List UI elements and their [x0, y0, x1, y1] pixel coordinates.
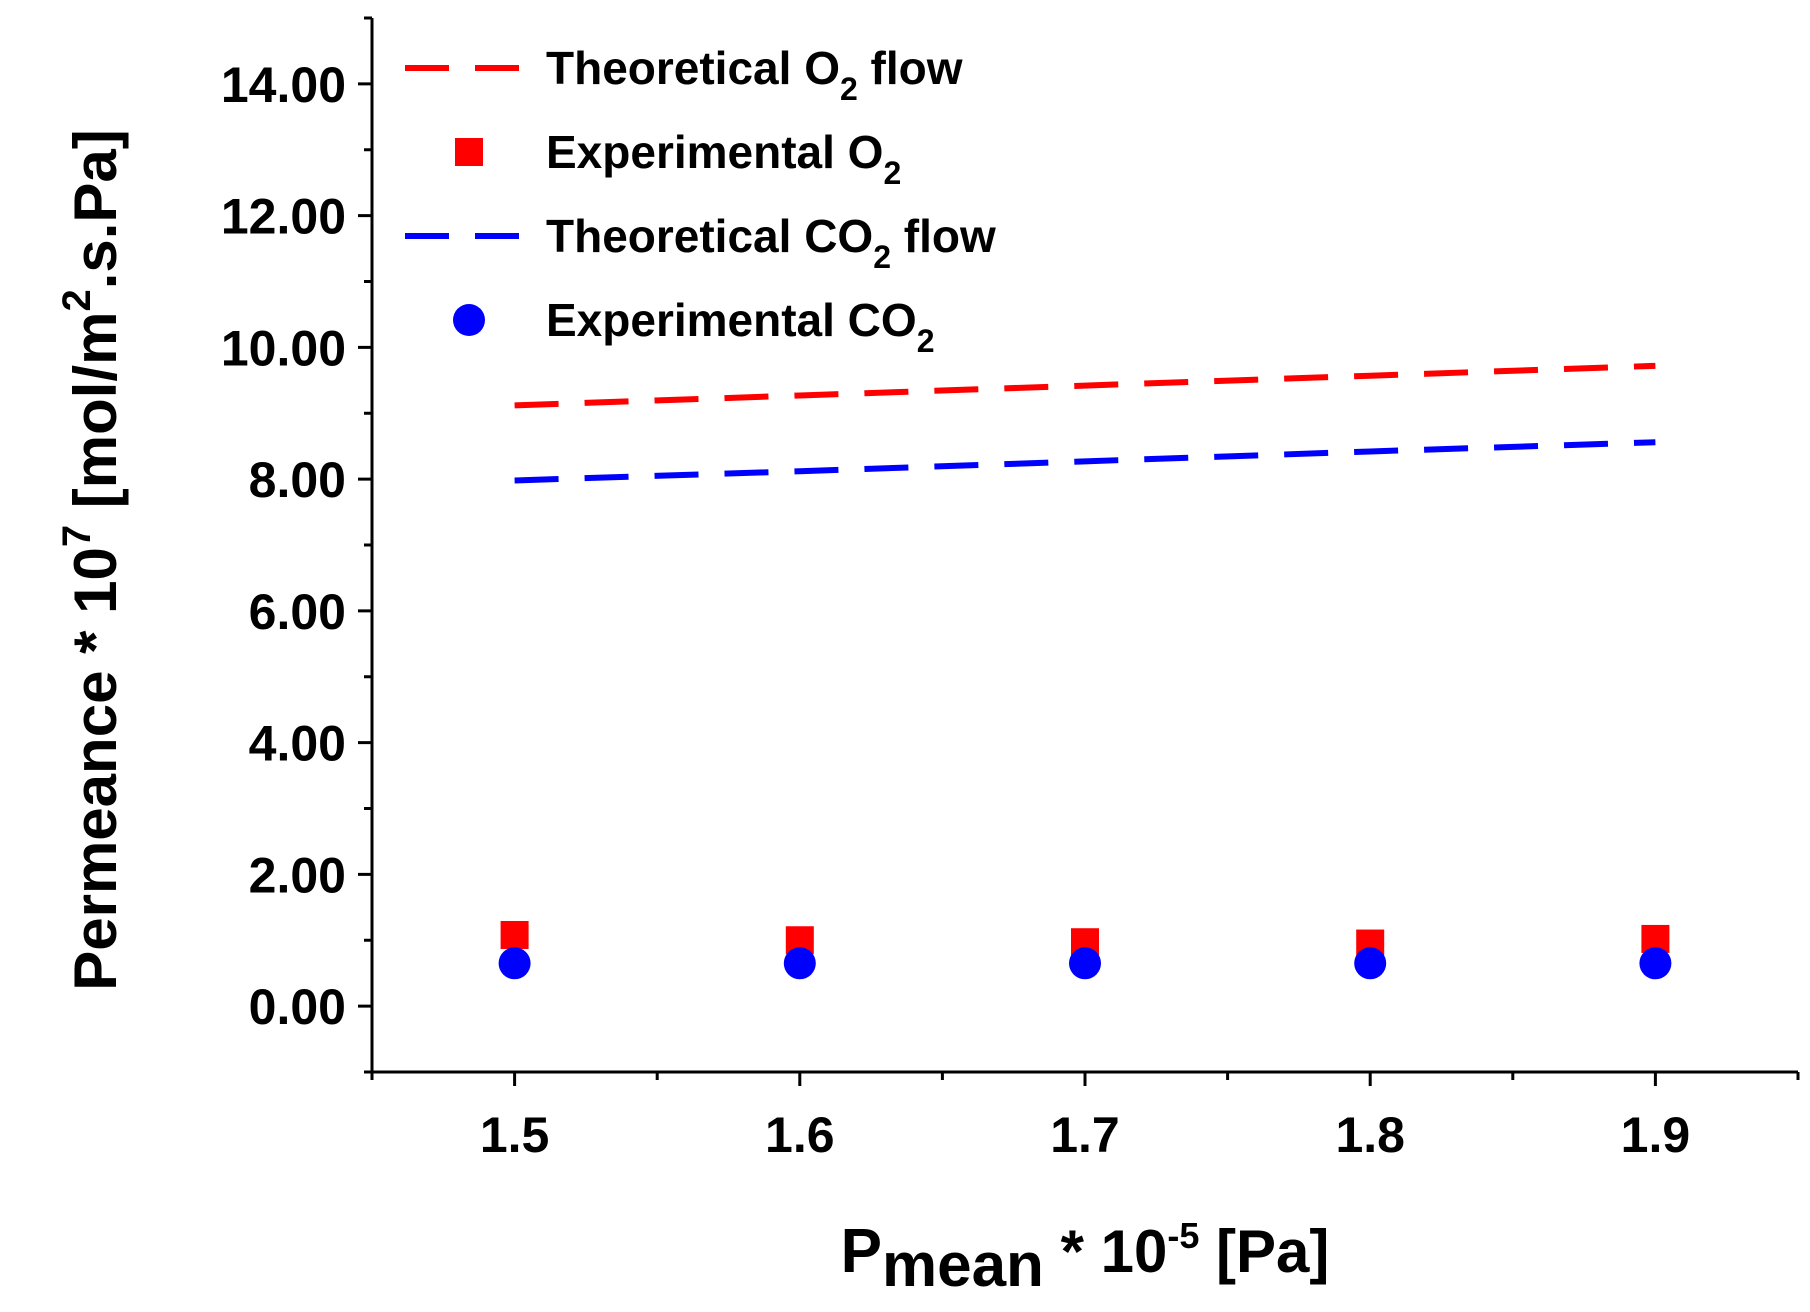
theoretical-line — [514, 362, 1656, 409]
series-layer — [498, 362, 1672, 980]
x-axis-title-tail: [Pa] — [1199, 1218, 1329, 1285]
y-tick-label: 6.00 — [249, 584, 346, 640]
legend-label-sub: 2 — [883, 155, 901, 191]
x-tick-label: 1.9 — [1621, 1107, 1691, 1163]
legend-label-tail: flow — [891, 210, 996, 262]
legend-label-tail: flow — [858, 42, 963, 94]
legend-label-main: Experimental O — [546, 126, 883, 178]
circle-marker — [498, 947, 531, 980]
legend-label: Theoretical O2 flow — [546, 42, 963, 107]
series-0 — [514, 362, 1656, 409]
x-axis-title: Pmean * 10-5 [Pa] — [841, 1215, 1330, 1300]
y-axis-title: Permeance * 107 [mol/m2.s.Pa] — [55, 129, 129, 991]
x-tick-label: 1.7 — [1050, 1107, 1120, 1163]
y-tick-label: 14.00 — [221, 57, 346, 113]
y-axis-title-tail: .s.Pa] — [62, 129, 129, 289]
series-2 — [514, 439, 1656, 484]
legend-swatch-square — [455, 138, 483, 166]
x-tick-label: 1.6 — [765, 1107, 835, 1163]
y-axis-title-mid: [mol/m — [62, 312, 129, 525]
x-axis-title-mid: * 10 — [1044, 1218, 1167, 1285]
circle-marker — [1069, 947, 1101, 980]
circle-marker — [1639, 947, 1672, 980]
legend-label: Experimental CO2 — [546, 294, 934, 359]
legend-label-sub: 2 — [840, 71, 858, 107]
y-tick-label: 8.00 — [249, 452, 346, 508]
circle-marker — [783, 947, 816, 980]
x-axis-title-sub: mean — [882, 1231, 1044, 1300]
x-axis-title-sup: -5 — [1167, 1215, 1199, 1256]
y-tick-label: 4.00 — [249, 716, 346, 772]
y-tick-label: 0.00 — [249, 979, 346, 1035]
y-axis-title-sup2: 2 — [55, 289, 99, 311]
legend-label-sub: 2 — [873, 239, 891, 275]
circle-marker — [1354, 947, 1387, 980]
y-tick-label: 12.00 — [221, 189, 346, 245]
legend-swatch-circle — [453, 304, 485, 336]
y-tick-label: 2.00 — [249, 847, 346, 903]
y-axis-title-sup: 7 — [55, 525, 99, 547]
x-tick-label: 1.5 — [480, 1107, 550, 1163]
x-axis-title-main: P — [841, 1217, 882, 1286]
y-tick-label: 10.00 — [221, 320, 346, 376]
x-tick-label: 1.8 — [1335, 1107, 1405, 1163]
y-axis-title-main: Permeance * 10 — [62, 547, 129, 991]
legend-label: Experimental O2 — [546, 126, 901, 191]
legend-label-main: Theoretical O — [546, 42, 840, 94]
series-3 — [498, 947, 1672, 980]
legend-label-sub: 2 — [917, 323, 935, 359]
theoretical-line — [514, 439, 1656, 484]
square-marker — [500, 920, 529, 949]
legend-label: Theoretical CO2 flow — [546, 210, 996, 275]
legend-label-main: Theoretical CO — [546, 210, 873, 262]
legend-label-main: Experimental CO — [546, 294, 917, 346]
axes: 0.00 2.00 4.00 6.00 8.00 10.00 12.00 14.00 1.5 1.… — [221, 16, 1800, 1163]
